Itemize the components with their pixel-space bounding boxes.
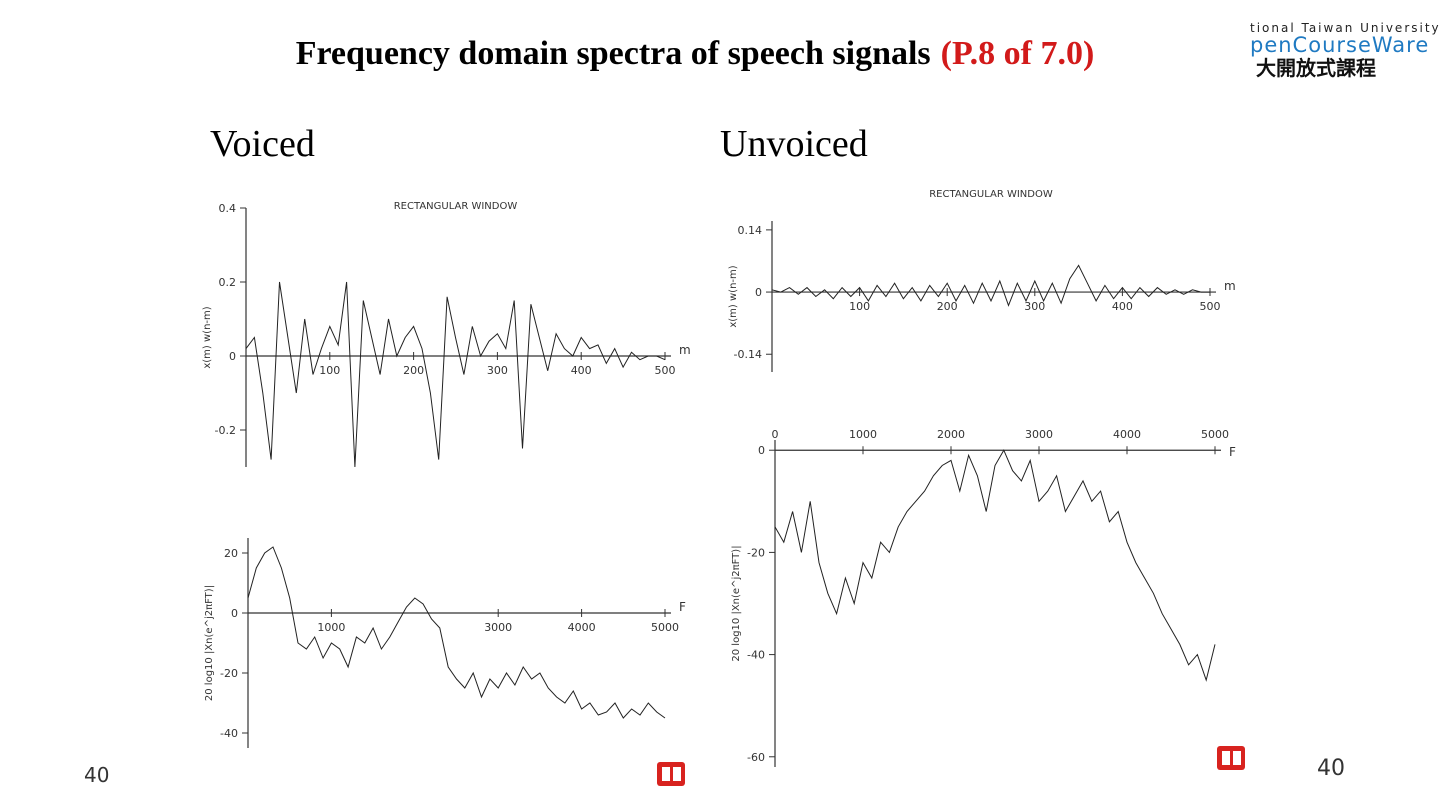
logo-line: tional Taiwan University [1250, 21, 1440, 35]
x-tick-label: 4000 [568, 621, 596, 634]
x-tick-label: 2000 [937, 428, 965, 441]
y-tick-label: 0.14 [738, 224, 763, 237]
x-axis-label: F [679, 600, 686, 614]
logo-line: penCourseWare [1250, 33, 1429, 57]
y-tick-label: 0.2 [219, 276, 237, 289]
y-tick-label: -40 [220, 727, 238, 740]
x-tick-label: 400 [571, 364, 592, 377]
x-tick-label: 100 [849, 300, 870, 313]
y-axis-label: x(m) w(n-m) [728, 265, 739, 327]
x-tick-label: 500 [1200, 300, 1221, 313]
y-axis-label: x(m) w(n-m) [202, 306, 213, 368]
x-tick-label: 300 [1024, 300, 1045, 313]
waveform [247, 546, 666, 719]
x-tick-label: 200 [937, 300, 958, 313]
y-tick-label: 0.4 [219, 202, 237, 215]
y-tick-label: -60 [747, 751, 765, 764]
x-tick-label: 3000 [484, 621, 512, 634]
waveform [774, 449, 1216, 682]
chart-title: RECTANGULAR WINDOW [929, 189, 1053, 200]
x-axis-label: m [1224, 279, 1236, 293]
y-axis-label: 20 log10 |Xn(e^j2πFT)| [204, 585, 215, 701]
y-tick-label: -20 [747, 546, 765, 559]
x-tick-label: 3000 [1025, 428, 1053, 441]
title-highlight: (P.8 of 7.0) [941, 35, 1095, 72]
page-number: 40 [1317, 756, 1345, 781]
x-axis-label: m [679, 343, 691, 357]
x-tick-label: 300 [487, 364, 508, 377]
waveform [245, 281, 666, 468]
x-axis-label: F [1229, 445, 1236, 459]
x-tick-label: 5000 [1201, 428, 1229, 441]
y-tick-label: 20 [224, 547, 238, 560]
x-tick-label: 4000 [1113, 428, 1141, 441]
x-tick-label: 200 [403, 364, 424, 377]
x-tick-label: 400 [1112, 300, 1133, 313]
y-axis-label: 20 log10 |Xn(e^j2πFT)| [731, 545, 742, 661]
y-tick-label: 0 [231, 607, 238, 620]
y-tick-label: -0.2 [215, 424, 236, 437]
y-tick-label: -20 [220, 667, 238, 680]
chart-title: RECTANGULAR WINDOW [394, 201, 518, 212]
x-tick-label: 1000 [849, 428, 877, 441]
book-icon [1217, 746, 1245, 770]
y-tick-label: -0.14 [734, 348, 762, 361]
section-label: Voiced [210, 123, 315, 165]
section-label: Unvoiced [720, 123, 868, 165]
x-tick-label: 500 [655, 364, 676, 377]
title-main: Frequency domain spectra of speech signa… [296, 35, 931, 72]
y-tick-label: 0 [229, 350, 236, 363]
page-number: 40 [84, 763, 109, 787]
slide-title: Frequency domain spectra of speech signa… [296, 35, 1095, 72]
y-tick-label: 0 [758, 444, 765, 457]
x-tick-label: 5000 [651, 621, 679, 634]
y-tick-label: -40 [747, 649, 765, 662]
logo-line: 大開放式課程 [1256, 56, 1376, 80]
x-tick-label: 100 [319, 364, 340, 377]
x-tick-label: 0 [772, 428, 779, 441]
book-icon [657, 762, 685, 786]
x-tick-label: 1000 [317, 621, 345, 634]
y-tick-label: 0 [755, 286, 762, 299]
waveform [771, 264, 1210, 307]
